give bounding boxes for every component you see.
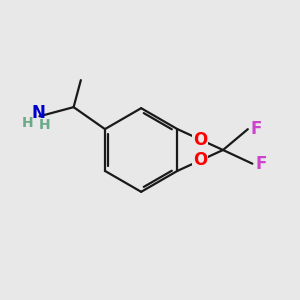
Text: N: N [31,104,45,122]
Text: F: F [255,155,267,173]
Text: O: O [193,130,207,148]
Text: H: H [21,116,33,130]
Text: H: H [39,118,51,132]
Text: F: F [251,120,262,138]
Text: O: O [193,152,207,169]
